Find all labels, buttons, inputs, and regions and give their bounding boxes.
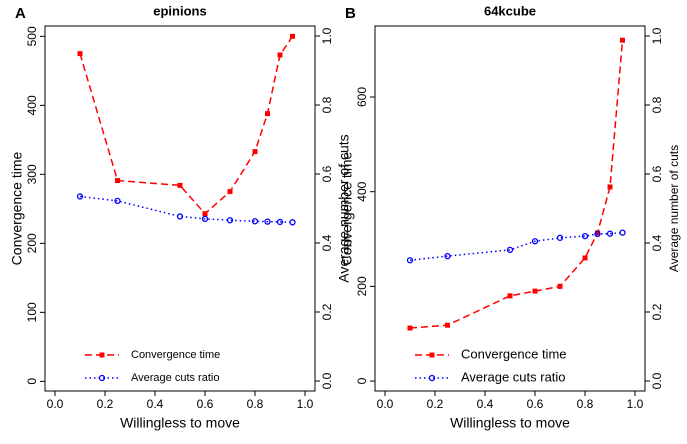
legend-marker: [429, 352, 435, 358]
legend-label: Convergence time: [131, 349, 220, 361]
marker: [202, 211, 208, 217]
legend-marker: [428, 374, 436, 382]
legend-label: Average cuts ratio: [131, 372, 219, 384]
x-axis-label: Willingless to move: [120, 415, 240, 431]
y2-tick-label: 0.8: [650, 96, 664, 113]
marker: [581, 232, 589, 240]
x-tick-label: 0.2: [97, 397, 114, 411]
y-tick-label: 200: [25, 233, 39, 253]
marker: [507, 293, 513, 299]
chart-title: 64kcube: [484, 3, 536, 18]
y-tick-label: 300: [25, 164, 39, 184]
marker: [619, 229, 626, 236]
y-axis-label: Convergence time: [339, 151, 355, 265]
y-tick-label: 200: [355, 276, 369, 296]
x-tick-label: 0.4: [477, 397, 494, 411]
y2-tick-label: 0.4: [320, 234, 334, 251]
y2-tick-label: 0.6: [320, 165, 334, 182]
marker: [251, 218, 259, 225]
marker: [557, 283, 563, 289]
x-tick-label: 0.8: [577, 397, 594, 411]
x-tick-label: 0.0: [377, 397, 394, 411]
y2-tick-label: 1.0: [320, 27, 334, 44]
y2-tick-label: 0.8: [320, 96, 334, 113]
marker: [115, 178, 120, 184]
panel-label: B: [345, 5, 356, 22]
y-tick-label: 100: [25, 302, 39, 322]
marker: [594, 230, 601, 238]
x-tick-label: 0.8: [247, 397, 264, 411]
x-tick-label: 1.0: [297, 397, 314, 411]
marker: [264, 218, 271, 225]
y-tick-label: 600: [355, 87, 369, 107]
legend-label: Average cuts ratio: [461, 369, 566, 384]
marker: [595, 230, 600, 236]
x-axis-label: Willingless to move: [450, 415, 570, 431]
marker: [532, 288, 538, 294]
marker: [290, 33, 295, 39]
plot-box: [44, 25, 316, 392]
x-tick-label: 0.6: [527, 397, 544, 411]
x-tick-label: 0.0: [47, 397, 64, 411]
y2-tick-label: 0.6: [650, 165, 664, 182]
marker: [265, 111, 270, 117]
marker: [607, 184, 613, 190]
marker: [114, 197, 121, 205]
y2-tick-label: 0.2: [650, 303, 664, 320]
y2-tick-label: 1.0: [650, 27, 664, 44]
legend-marker: [99, 352, 105, 358]
panel-label: A: [15, 5, 26, 22]
marker: [77, 51, 83, 57]
y2-axis-label: Average number of cuts: [336, 134, 352, 282]
marker: [277, 52, 283, 58]
marker: [406, 257, 414, 264]
marker: [252, 149, 258, 155]
marker: [582, 255, 588, 261]
plot-box: [374, 25, 646, 392]
marker: [531, 238, 539, 245]
series-line: [409, 40, 624, 329]
series-line: [409, 231, 623, 261]
marker: [76, 193, 84, 200]
x-tick-label: 0.4: [147, 397, 164, 411]
marker: [176, 213, 184, 220]
marker: [289, 219, 296, 226]
marker: [177, 182, 183, 188]
marker: [556, 234, 564, 241]
marker: [444, 252, 451, 260]
marker: [606, 230, 614, 237]
series-line: [79, 35, 294, 215]
marker: [506, 246, 514, 254]
y2-tick-label: 0.0: [320, 372, 334, 389]
y2-tick-label: 0.4: [650, 234, 664, 251]
y2-tick-label: 0.0: [650, 372, 664, 389]
x-tick-label: 1.0: [627, 397, 644, 411]
legend-marker: [98, 374, 106, 382]
marker: [620, 37, 625, 43]
chart-title: epinions: [153, 3, 206, 18]
marker: [227, 189, 233, 195]
y-axis-label: Convergence time: [9, 151, 25, 265]
x-tick-label: 0.2: [427, 397, 444, 411]
marker: [445, 322, 450, 328]
y-tick-label: 500: [25, 26, 39, 46]
marker: [276, 218, 284, 226]
marker: [226, 217, 234, 224]
y-tick-label: 400: [355, 181, 369, 201]
y-tick-label: 0: [25, 378, 39, 385]
marker: [201, 215, 209, 222]
legend-label: Convergence time: [461, 346, 567, 361]
y2-axis-label: Average number of cuts: [667, 145, 681, 272]
y-tick-label: 400: [25, 95, 39, 115]
y2-tick-label: 0.2: [320, 303, 334, 320]
x-tick-label: 0.6: [197, 397, 214, 411]
series-line: [79, 195, 293, 224]
marker: [407, 325, 413, 331]
y-tick-label: 0: [355, 377, 369, 384]
